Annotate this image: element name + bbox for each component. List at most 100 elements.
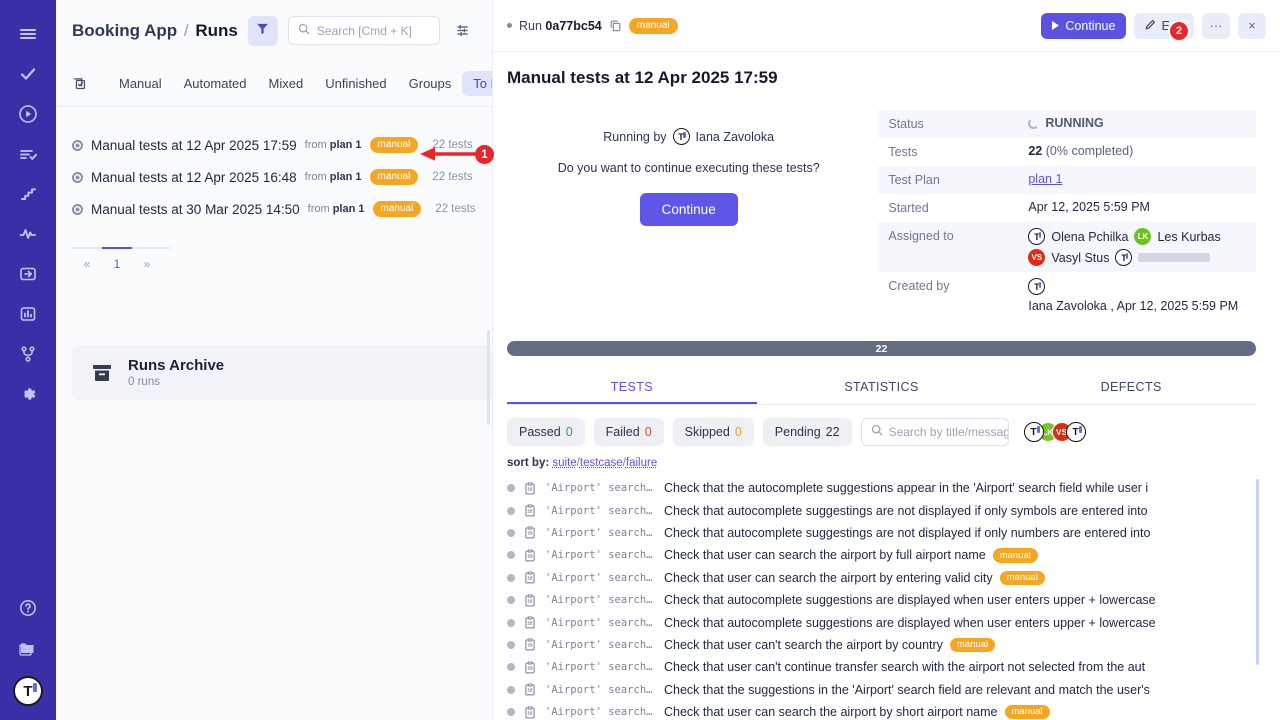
progress-bar: 22 (507, 341, 1256, 356)
chip-label: Pending (774, 425, 821, 439)
run-list-item[interactable]: Manual tests at 12 Apr 2025 17:59 from p… (56, 129, 492, 161)
branch-icon[interactable] (8, 334, 48, 374)
sort-by-testcase[interactable]: testcase (579, 457, 623, 469)
runs-archive-card[interactable]: Runs Archive 0 runs (72, 345, 492, 400)
assignee-avatar-group[interactable]: T LK VS T (1023, 422, 1086, 442)
pagination-page-1[interactable]: 1 (113, 257, 121, 271)
test-case-text: Check that autocomplete suggestings are … (664, 525, 1151, 540)
test-list-item[interactable]: 'Airport' search... Check that autocomple… (493, 522, 1280, 544)
sort-by-failure[interactable]: failure (625, 457, 658, 469)
run-list-item[interactable]: Manual tests at 12 Apr 2025 16:48 from p… (56, 161, 492, 193)
info-value: T Iana Zavoloka , Apr 12, 2025 5:59 PM (1028, 278, 1246, 313)
list-check-icon[interactable] (8, 134, 48, 174)
continue-cta-button[interactable]: Continue (639, 193, 738, 226)
tab-defects[interactable]: DEFECTS (1100, 380, 1162, 394)
run-status-dot (72, 171, 83, 183)
pagination-controls: « 1 » (72, 249, 170, 279)
clipboard-icon (524, 526, 536, 539)
import-icon[interactable] (8, 254, 48, 294)
chip-skipped[interactable]: Skipped 0 (672, 418, 754, 446)
tab-mixed[interactable]: Mixed (268, 76, 304, 91)
run-list: Manual tests at 12 Apr 2025 17:59 from p… (56, 107, 492, 225)
test-list-item[interactable]: 'Airport' search... Check that autocomple… (493, 611, 1280, 633)
test-case-title: Check that autocomplete suggestings are … (664, 504, 1148, 518)
test-suite-name: 'Airport' search... (545, 616, 655, 629)
avatar-initial: T (23, 682, 33, 700)
test-suite-name: 'Airport' search... (545, 683, 655, 696)
run-tag: manual (628, 17, 678, 34)
tab-to-review[interactable]: To Review (462, 71, 492, 96)
breadcrumb-current: Runs (195, 20, 238, 40)
tab-automated[interactable]: Automated (183, 76, 247, 91)
close-detail-button[interactable]: × (1238, 12, 1266, 39)
steps-icon[interactable] (8, 174, 48, 214)
play-circle-icon[interactable] (8, 94, 48, 134)
tab-manual[interactable]: Manual (119, 76, 162, 91)
sidebar-rail: T (0, 0, 56, 720)
run-list-item[interactable]: Manual tests at 30 Mar 2025 14:50 from p… (56, 193, 492, 225)
chip-passed[interactable]: Passed 0 (507, 418, 585, 446)
pagination-prev[interactable]: « (83, 257, 91, 271)
more-options-button[interactable]: ··· (1202, 12, 1230, 39)
info-value: 22 (0% completed) (1028, 144, 1133, 158)
gear-icon[interactable] (8, 374, 48, 414)
continue-prompt: Running by T Iana Zavoloka Do you want t… (507, 110, 870, 319)
test-list-item[interactable]: 'Airport' search... Check that user can s… (493, 567, 1280, 589)
test-status-dot (507, 708, 515, 717)
list-panel-scrollbar[interactable] (487, 330, 490, 425)
tab-unfinished[interactable]: Unfinished (325, 76, 387, 91)
continue-question: Do you want to continue executing these … (557, 161, 820, 175)
tab-groups[interactable]: Groups (408, 76, 452, 91)
test-case-title: Check that the suggestions in the 'Airpo… (664, 683, 1150, 697)
test-list-item[interactable]: 'Airport' search... Check that autocomple… (493, 589, 1280, 611)
pencil-icon (1145, 19, 1156, 33)
activity-icon[interactable] (8, 214, 48, 254)
running-by-label: Running by (603, 129, 667, 144)
test-status-dot (507, 596, 515, 605)
settings-sliders-icon[interactable] (450, 18, 476, 44)
test-case-title: Check that user can search the airport b… (664, 704, 1050, 720)
test-list-scrollbar[interactable] (1256, 479, 1259, 665)
clipboard-icon (524, 549, 536, 562)
test-list-item[interactable]: 'Airport' search... Check that autocomple… (493, 499, 1280, 521)
chip-label: Skipped (684, 425, 730, 439)
chip-count: 0 (734, 425, 742, 439)
menu-icon[interactable] (8, 14, 48, 54)
test-list-item[interactable]: 'Airport' search... Check that the sugges… (493, 679, 1280, 701)
test-list-item[interactable]: 'Airport' search... Check that user can't… (493, 634, 1280, 656)
tab-tests[interactable]: TESTS (507, 370, 757, 404)
tests-search-input[interactable]: Search by title/message (860, 418, 1009, 446)
pagination-next[interactable]: » (143, 257, 151, 271)
avatar: LK (1134, 228, 1152, 245)
select-all-icon[interactable] (72, 76, 88, 92)
chip-failed[interactable]: Failed 0 (593, 418, 664, 446)
run-item-title: Manual tests at 30 Mar 2025 14:50 (91, 201, 300, 217)
continue-button[interactable]: Continue (1041, 12, 1127, 39)
test-case-text: Check that the suggestions in the 'Airpo… (664, 682, 1150, 697)
search-placeholder: Search [Cmd + K] (316, 23, 412, 38)
test-list-item[interactable]: 'Airport' search... Check that user can't… (493, 656, 1280, 678)
test-case-text: Check that user can't continue transfer … (664, 660, 1146, 675)
breadcrumb-app[interactable]: Booking App (72, 20, 178, 40)
chip-pending[interactable]: Pending 22 (762, 418, 852, 446)
help-icon[interactable] (8, 588, 48, 628)
test-plan-link[interactable]: plan 1 (1028, 172, 1063, 186)
search-input[interactable]: Search [Cmd + K] (287, 16, 440, 45)
tab-statistics[interactable]: STATISTICS (844, 380, 919, 394)
user-avatar[interactable]: T (13, 676, 43, 706)
folder-icon[interactable] (8, 628, 48, 668)
sort-by-label: sort by: (507, 457, 550, 469)
copy-icon[interactable] (609, 19, 622, 32)
check-icon[interactable] (8, 54, 48, 94)
info-row-test-plan: Test Plan plan 1 (878, 166, 1256, 194)
avatar-accent (33, 683, 37, 692)
filter-button[interactable] (247, 15, 278, 46)
test-list-item[interactable]: 'Airport' search... Check that user can s… (493, 544, 1280, 566)
status-badge: RUNNING (1028, 116, 1104, 130)
test-case-title: Check that user can search the airport b… (664, 570, 1045, 585)
test-list-item[interactable]: 'Airport' search... Check that the autoco… (493, 477, 1280, 499)
bar-chart-icon[interactable] (8, 294, 48, 334)
archive-box-icon (90, 361, 114, 385)
test-list-item[interactable]: 'Airport' search... Check that user can s… (493, 701, 1280, 720)
sort-by-suite[interactable]: suite (552, 457, 577, 469)
